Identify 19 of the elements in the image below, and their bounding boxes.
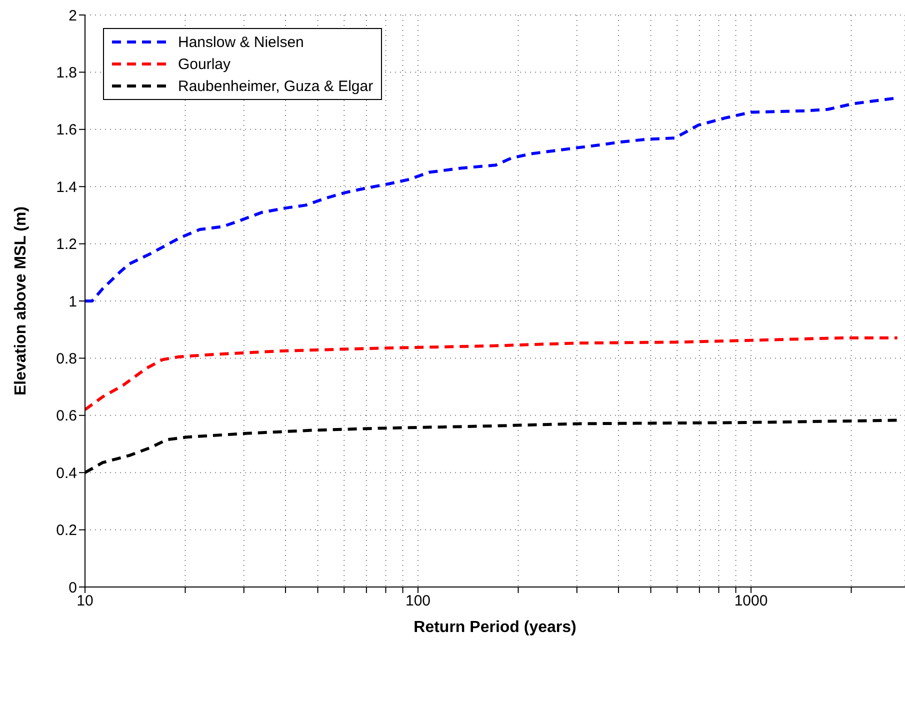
y-tick-label: 0: [68, 579, 77, 596]
x-tick-label: 100: [405, 592, 431, 610]
y-axis-title: Elevation above MSL (m): [12, 206, 30, 396]
x-tick-label: 1000: [734, 592, 768, 610]
x-tick-label: 10: [76, 592, 94, 610]
y-tick-label: 1.2: [56, 236, 77, 254]
legend-label: Gourlay: [178, 56, 231, 72]
y-tick-label: 0.6: [56, 408, 77, 425]
y-tick-label: 2: [68, 7, 77, 24]
y-tick-label: 1.4: [56, 178, 77, 196]
y-tick-label: 1.6: [56, 122, 77, 139]
legend-label: Hanslow & Nielsen: [178, 34, 304, 50]
x-axis-title: Return Period (years): [414, 619, 576, 636]
y-tick-label: 0.4: [56, 464, 77, 482]
legend-label: Raubenheimer, Guza & Elgar: [178, 78, 374, 94]
y-tick-label: 1.8: [56, 64, 77, 82]
y-tick-label: 1: [68, 293, 77, 310]
y-tick-label: 0.2: [56, 522, 77, 540]
y-tick-label: 0.8: [56, 350, 77, 368]
